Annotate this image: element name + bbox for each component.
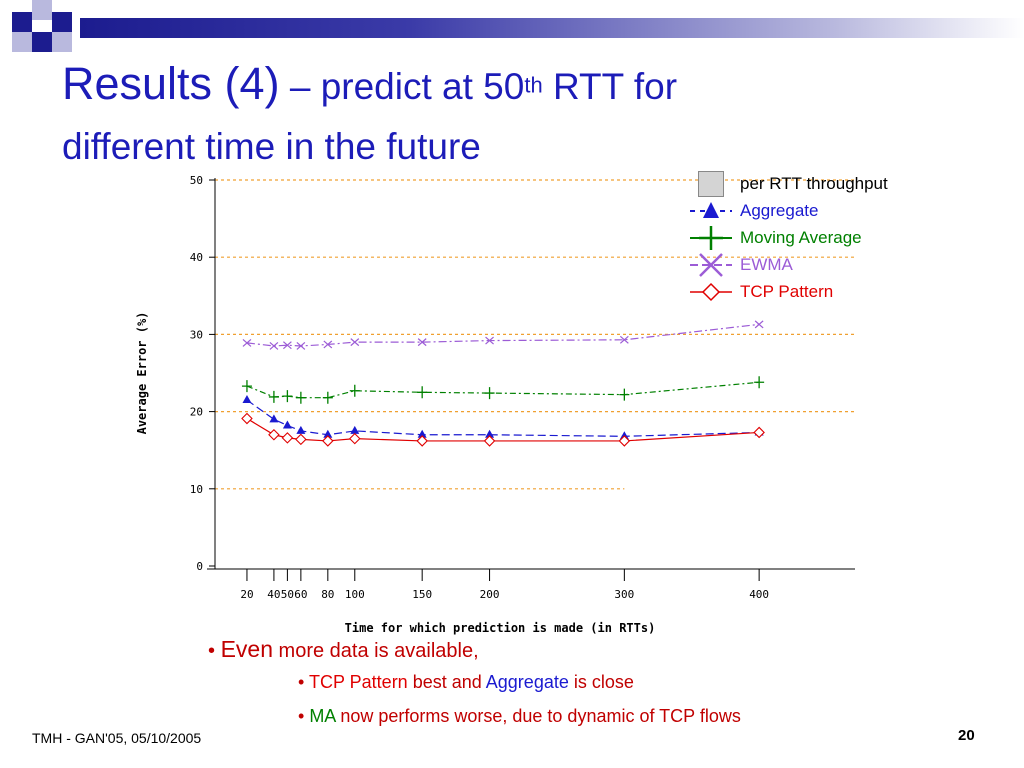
- bullet-3-ma: MA: [309, 706, 336, 726]
- legend-label: Moving Average: [740, 227, 862, 247]
- x-tick-label: 40: [267, 588, 280, 601]
- data-point-plus: [417, 386, 428, 399]
- title-dash: – predict at 50: [279, 66, 525, 107]
- x-tick-label: 100: [345, 588, 365, 601]
- y-tick-label: 40: [190, 251, 203, 264]
- y-tick-label: 30: [190, 328, 203, 341]
- data-point-triangle: [323, 429, 333, 438]
- series-line-ewma: [246, 323, 760, 347]
- data-point-plus: [282, 390, 293, 403]
- title-main: Results (4): [62, 58, 280, 109]
- data-point-plus: [754, 376, 765, 389]
- series-line-aggregate: [246, 399, 760, 437]
- y-tick-label: 10: [190, 483, 203, 496]
- data-point-plus: [484, 387, 495, 400]
- x-tick-label: 60: [294, 588, 307, 601]
- title-rest: RTT for: [542, 66, 678, 107]
- data-point-diamond: [483, 435, 496, 447]
- legend-item-moving-average: Moving Average: [686, 224, 888, 251]
- data-point-diamond: [295, 433, 307, 446]
- title-line2: different time in the future: [62, 126, 481, 167]
- bullet-3-text: now performs worse, due to dynamic of TC…: [335, 706, 741, 726]
- bullet-2-tcp: TCP Pattern: [308, 672, 408, 692]
- data-point-diamond: [281, 432, 294, 444]
- data-point-triangle: [350, 425, 360, 434]
- x-tick-label: 150: [412, 588, 432, 601]
- bullet-1: • Even more data is available,: [208, 636, 479, 662]
- data-point-x: [417, 338, 427, 347]
- corner-square-6: [52, 32, 72, 52]
- data-point-plus: [295, 391, 306, 404]
- footer-text: TMH - GAN'05, 05/10/2005: [32, 730, 202, 746]
- x-tick-label: 20: [240, 588, 253, 601]
- legend-label: per RTT throughput: [740, 173, 888, 193]
- bullet-2-mid: best and: [407, 672, 486, 692]
- data-point-triangle: [485, 429, 495, 438]
- data-point-x: [282, 341, 292, 350]
- x-tick-label: 400: [749, 588, 769, 601]
- bullet-3: • MA now performs worse, due to dynamic …: [298, 706, 741, 726]
- x-tick-label: 80: [321, 588, 334, 601]
- data-point-triangle: [296, 425, 306, 434]
- legend-label: Aggregate: [740, 200, 819, 220]
- data-point-plus: [322, 391, 333, 404]
- corner-square-3: [52, 12, 72, 32]
- legend-item-ewma: EWMA: [686, 251, 888, 278]
- header-gradient-bar: [80, 18, 1024, 38]
- data-point-x: [296, 342, 306, 350]
- legend-label: TCP Pattern: [740, 281, 834, 301]
- data-point-x: [350, 338, 360, 347]
- data-point-triangle: [282, 420, 292, 429]
- data-point-x: [485, 336, 494, 345]
- bullet-2-end: is close: [568, 672, 634, 692]
- data-point-diamond: [618, 435, 631, 447]
- bullet-1-highlight: Even: [220, 636, 273, 662]
- legend-item-tcp-pattern: TCP Pattern: [686, 278, 888, 305]
- page-number: 20: [958, 727, 975, 744]
- data-point-plus: [619, 388, 630, 401]
- legend-label: EWMA: [740, 254, 793, 274]
- x-tick-label: 300: [614, 588, 634, 601]
- data-point-diamond: [753, 426, 765, 439]
- data-point-x: [754, 320, 764, 329]
- data-point-diamond: [416, 435, 428, 447]
- data-point-x: [242, 338, 252, 347]
- bullet-2: • TCP Pattern best and Aggregate is clos…: [298, 672, 634, 692]
- legend-item-aggregate: Aggregate: [686, 197, 888, 224]
- chart-legend: per RTT throughput Aggregate Moving Aver…: [686, 170, 888, 305]
- x-tick-label: 50: [281, 588, 294, 601]
- bullet-1-text: more data is available,: [273, 640, 479, 662]
- data-point-plus: [268, 390, 279, 403]
- legend-item-throughput: per RTT throughput: [686, 170, 888, 197]
- data-point-diamond: [349, 432, 361, 445]
- data-point-diamond: [322, 435, 334, 447]
- series-line-tcp-pattern: [246, 418, 760, 442]
- y-tick-label: 20: [190, 406, 203, 419]
- corner-square-2: [32, 0, 52, 20]
- data-point-plus: [241, 380, 252, 393]
- x-tick-label: 200: [480, 588, 500, 601]
- corner-square-5: [32, 32, 52, 52]
- data-point-triangle: [417, 429, 427, 438]
- data-point-triangle: [242, 395, 252, 404]
- slide-title: Results (4) – predict at 50th RTT for: [62, 58, 677, 110]
- data-point-x: [323, 340, 333, 349]
- data-point-plus: [349, 384, 360, 397]
- y-axis-label: Average Error (%): [135, 312, 149, 435]
- y-tick-label: 0: [196, 560, 203, 573]
- series-line-moving-average: [246, 381, 760, 399]
- bullet-2-aggregate: Aggregate: [485, 672, 569, 692]
- title-sup: th: [524, 72, 543, 98]
- data-point-triangle: [269, 414, 279, 423]
- x-axis-label: Time for which prediction is made (in RT…: [345, 621, 656, 635]
- data-point-diamond: [268, 428, 280, 441]
- data-point-diamond: [241, 412, 253, 425]
- data-point-x: [619, 335, 629, 344]
- corner-square-1: [12, 12, 32, 32]
- y-tick-label: 50: [190, 174, 203, 187]
- data-point-x: [269, 342, 279, 350]
- corner-square-4: [12, 32, 32, 52]
